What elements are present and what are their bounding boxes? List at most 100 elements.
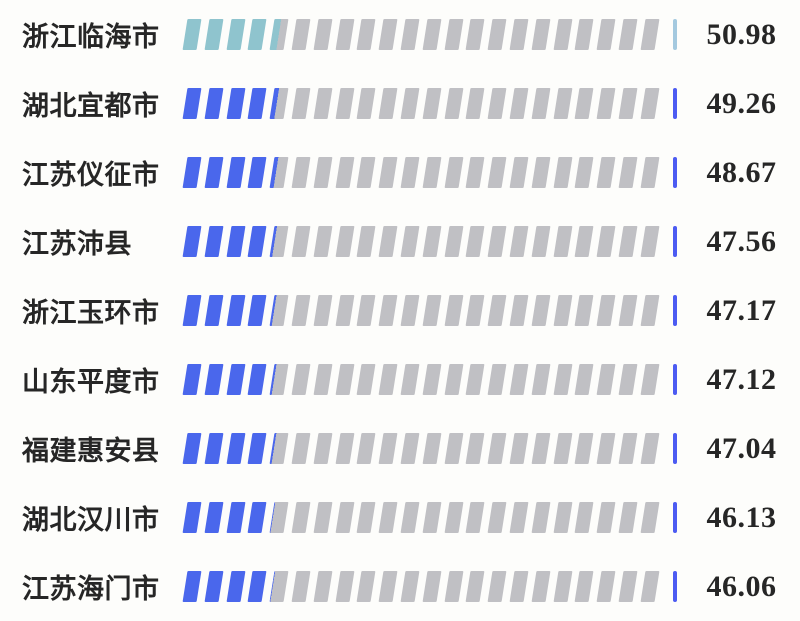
bar-end-tick [672, 295, 677, 326]
chart-row: 江苏沛县 47.56 [0, 207, 800, 276]
bar-segment [487, 19, 507, 50]
chart-row: 浙江玉环市 47.17 [0, 276, 800, 345]
bar-segment [356, 433, 376, 464]
bar-segment [335, 502, 355, 533]
bar-segment [422, 19, 442, 50]
bar-segment [313, 433, 333, 464]
bar-segment [291, 433, 311, 464]
bar-segment [509, 295, 529, 326]
bar-segment [487, 364, 507, 395]
bar-segment [640, 571, 660, 602]
bar-segment [465, 433, 485, 464]
bar-segment [422, 364, 442, 395]
segmented-bar [182, 157, 677, 188]
bar-segment [422, 88, 442, 119]
bar-segment [618, 157, 638, 188]
segmented-bar [182, 88, 677, 119]
bar-segment [204, 433, 224, 464]
bar-segment [444, 364, 464, 395]
bar-segment [531, 433, 551, 464]
bar-segment [400, 295, 420, 326]
bar-segment [465, 19, 485, 50]
city-label: 浙江临海市 [22, 22, 160, 52]
bar-segment [553, 88, 573, 119]
bar-segment [574, 433, 594, 464]
bar-segment [618, 433, 638, 464]
bar-segment [269, 571, 289, 602]
bar-segment [335, 19, 355, 50]
bar-segment [378, 571, 398, 602]
bar-segment [400, 571, 420, 602]
bar-segment [640, 88, 660, 119]
value-label: 47.17 [706, 293, 777, 327]
city-label: 湖北汉川市 [22, 505, 160, 535]
city-label: 山东平度市 [22, 367, 160, 397]
bar-end-tick [672, 571, 677, 602]
bar-segment [356, 571, 376, 602]
bar-segment [269, 433, 289, 464]
bar-segment [269, 19, 289, 50]
bar-segment [553, 502, 573, 533]
bar-segment [269, 364, 289, 395]
bar-segment [313, 19, 333, 50]
bar-segment [356, 19, 376, 50]
bar-segment [640, 157, 660, 188]
chart-row: 浙江临海市 50.98 [0, 0, 800, 69]
bar-segment [596, 226, 616, 257]
bar-segment [335, 88, 355, 119]
bar-segment [618, 226, 638, 257]
bar-segment [226, 88, 246, 119]
bar-segment [531, 295, 551, 326]
bar-segment [400, 157, 420, 188]
bar-segment [618, 571, 638, 602]
bar-segment [553, 226, 573, 257]
bar-segment [204, 88, 224, 119]
bar-end-tick [672, 364, 677, 395]
bar-segment [596, 502, 616, 533]
bar-segment [247, 88, 267, 119]
bar-segment [226, 157, 246, 188]
bar-segment [269, 502, 289, 533]
bar-segment [444, 157, 464, 188]
bar-segment [596, 295, 616, 326]
bar-segment [313, 226, 333, 257]
segmented-bar [182, 19, 677, 50]
bar-segment [509, 157, 529, 188]
bar-segment [378, 502, 398, 533]
bar-segment [291, 226, 311, 257]
bar-segment [465, 88, 485, 119]
chart-row: 湖北宜都市 49.26 [0, 69, 800, 138]
bar-segment [204, 502, 224, 533]
bar-segment [400, 433, 420, 464]
bar-segment [269, 295, 289, 326]
bar-end-tick [672, 88, 677, 119]
bar-segment [204, 157, 224, 188]
bar-segment [204, 19, 224, 50]
bar-segment [509, 88, 529, 119]
bar-segment [247, 157, 267, 188]
bar-segment [335, 226, 355, 257]
bar-segment [618, 19, 638, 50]
bar-segment [574, 226, 594, 257]
bar-segment [356, 295, 376, 326]
bar-end-tick [672, 157, 677, 188]
bar-segment [335, 157, 355, 188]
bar-segment [291, 502, 311, 533]
city-label: 浙江玉环市 [22, 298, 160, 328]
bar-segment [574, 295, 594, 326]
bar-segment [618, 88, 638, 119]
bar-segment [487, 295, 507, 326]
bar-segment [465, 364, 485, 395]
bar-segment [400, 364, 420, 395]
bar-segment [596, 19, 616, 50]
bar-segment [226, 571, 246, 602]
bar-segment [465, 571, 485, 602]
bar-segment [444, 19, 464, 50]
bar-segment [182, 226, 202, 257]
bar-segment [487, 157, 507, 188]
bar-segment [226, 502, 246, 533]
bar-segment [247, 364, 267, 395]
bar-segment [574, 157, 594, 188]
bar-segment [618, 502, 638, 533]
bar-segment [444, 571, 464, 602]
